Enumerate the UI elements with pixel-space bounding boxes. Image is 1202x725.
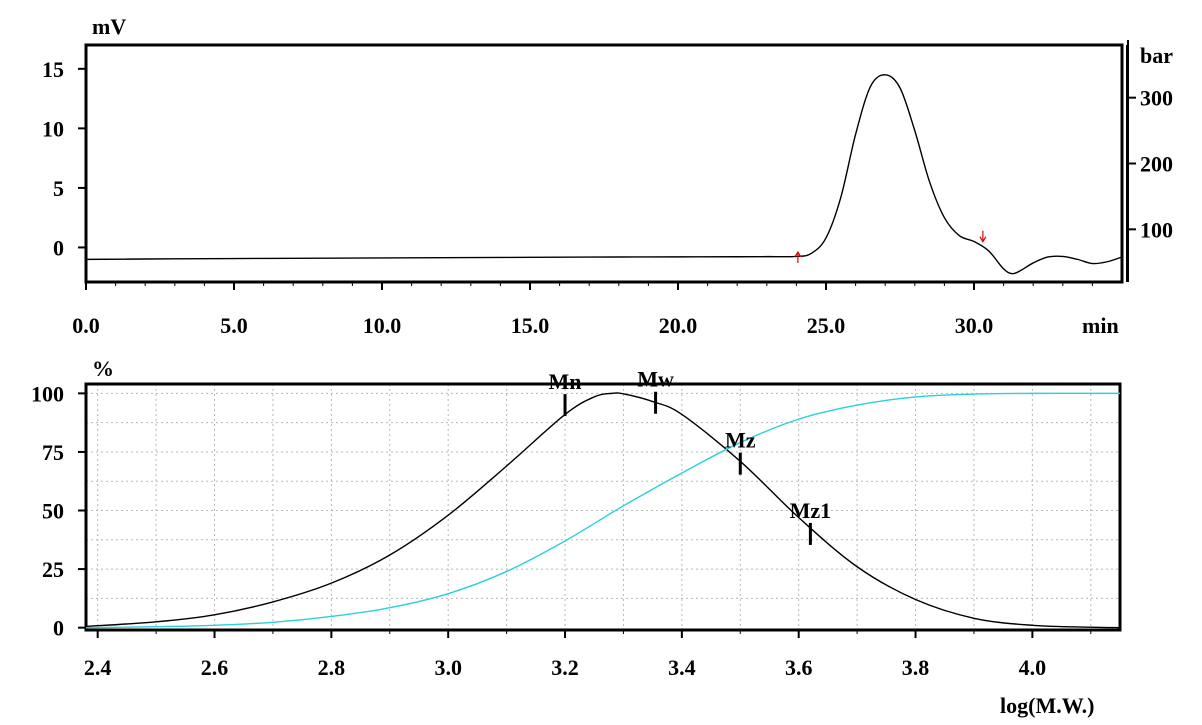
- grid: [86, 384, 1120, 630]
- x-tick-label: 15.0: [511, 313, 550, 338]
- molecular-weight-distribution-chart: % log(M.W.) 2.4 2.6 2.8 3.0 3.2 3.4 3.6 3.8 4.0 1…: [31, 356, 1122, 718]
- chromatogram-trace: [85, 74, 1123, 275]
- peak-start-marker: [794, 250, 802, 263]
- x-tick-label: 3.6: [785, 655, 813, 680]
- marker-arrowhead: [794, 250, 802, 258]
- x-tick-label: 5.0: [220, 313, 248, 338]
- differential-distribution-line: [85, 392, 1121, 629]
- x-tick-label: 2.6: [201, 655, 229, 680]
- x-tick-label: 3.4: [668, 655, 696, 680]
- x-tick-label: 30.0: [955, 313, 994, 338]
- x-tick-label: 3.8: [902, 655, 930, 680]
- y2-tick-label: 200: [1140, 152, 1173, 177]
- x-tick-label: 3.0: [434, 655, 462, 680]
- plot-frame: [84, 43, 1124, 284]
- y-tick-label: 0: [53, 235, 64, 260]
- y2-tick-label: 100: [1140, 217, 1173, 242]
- x-axis-label-logmw: log(M.W.): [1000, 693, 1095, 718]
- y-tick-label: 5: [53, 176, 64, 201]
- x-tick-label: 0.0: [72, 313, 100, 338]
- cumulative-distribution-line: [85, 392, 1121, 629]
- plot-frame: [84, 382, 1122, 632]
- x-tick-label: 20.0: [659, 313, 698, 338]
- y-tick-label: 50: [42, 499, 64, 524]
- peak-end-marker: [979, 230, 987, 243]
- x-tick-label: 4.0: [1019, 655, 1047, 680]
- chromatogram-chart: mV bar min 0.0 5.0 10.0 15.0 20.0 25.0 30.0 15 1…: [42, 14, 1173, 338]
- y2-tick-label: 300: [1140, 86, 1173, 111]
- y-tick-label: 10: [42, 116, 64, 141]
- y-axis-label-percent: %: [92, 356, 114, 381]
- x-tick-label: 3.2: [551, 655, 579, 680]
- mw-marker-label-mz1: Mz1: [790, 498, 832, 523]
- y-tick-label: 25: [42, 557, 64, 582]
- marker-arrowhead: [979, 236, 987, 243]
- x-tick-label: 10.0: [363, 313, 402, 338]
- y-tick-label: 15: [42, 57, 64, 82]
- x-tick-label: 2.4: [84, 655, 112, 680]
- x-tick-label: 25.0: [807, 313, 846, 338]
- y-tick-label: 0: [53, 616, 64, 641]
- mw-marker-label-mn: Mn: [549, 369, 582, 394]
- y-tick-label: 100: [31, 381, 64, 406]
- mw-marker-label-mw: Mw: [637, 367, 674, 392]
- y2-axis-label-bar: bar: [1140, 43, 1173, 68]
- x-axis-label-min: min: [1082, 313, 1119, 338]
- mw-marker-label-mz: Mz: [725, 428, 756, 453]
- y-tick-label: 75: [42, 440, 64, 465]
- x-tick-label: 2.8: [318, 655, 346, 680]
- y-axis-label-mv: mV: [92, 14, 126, 39]
